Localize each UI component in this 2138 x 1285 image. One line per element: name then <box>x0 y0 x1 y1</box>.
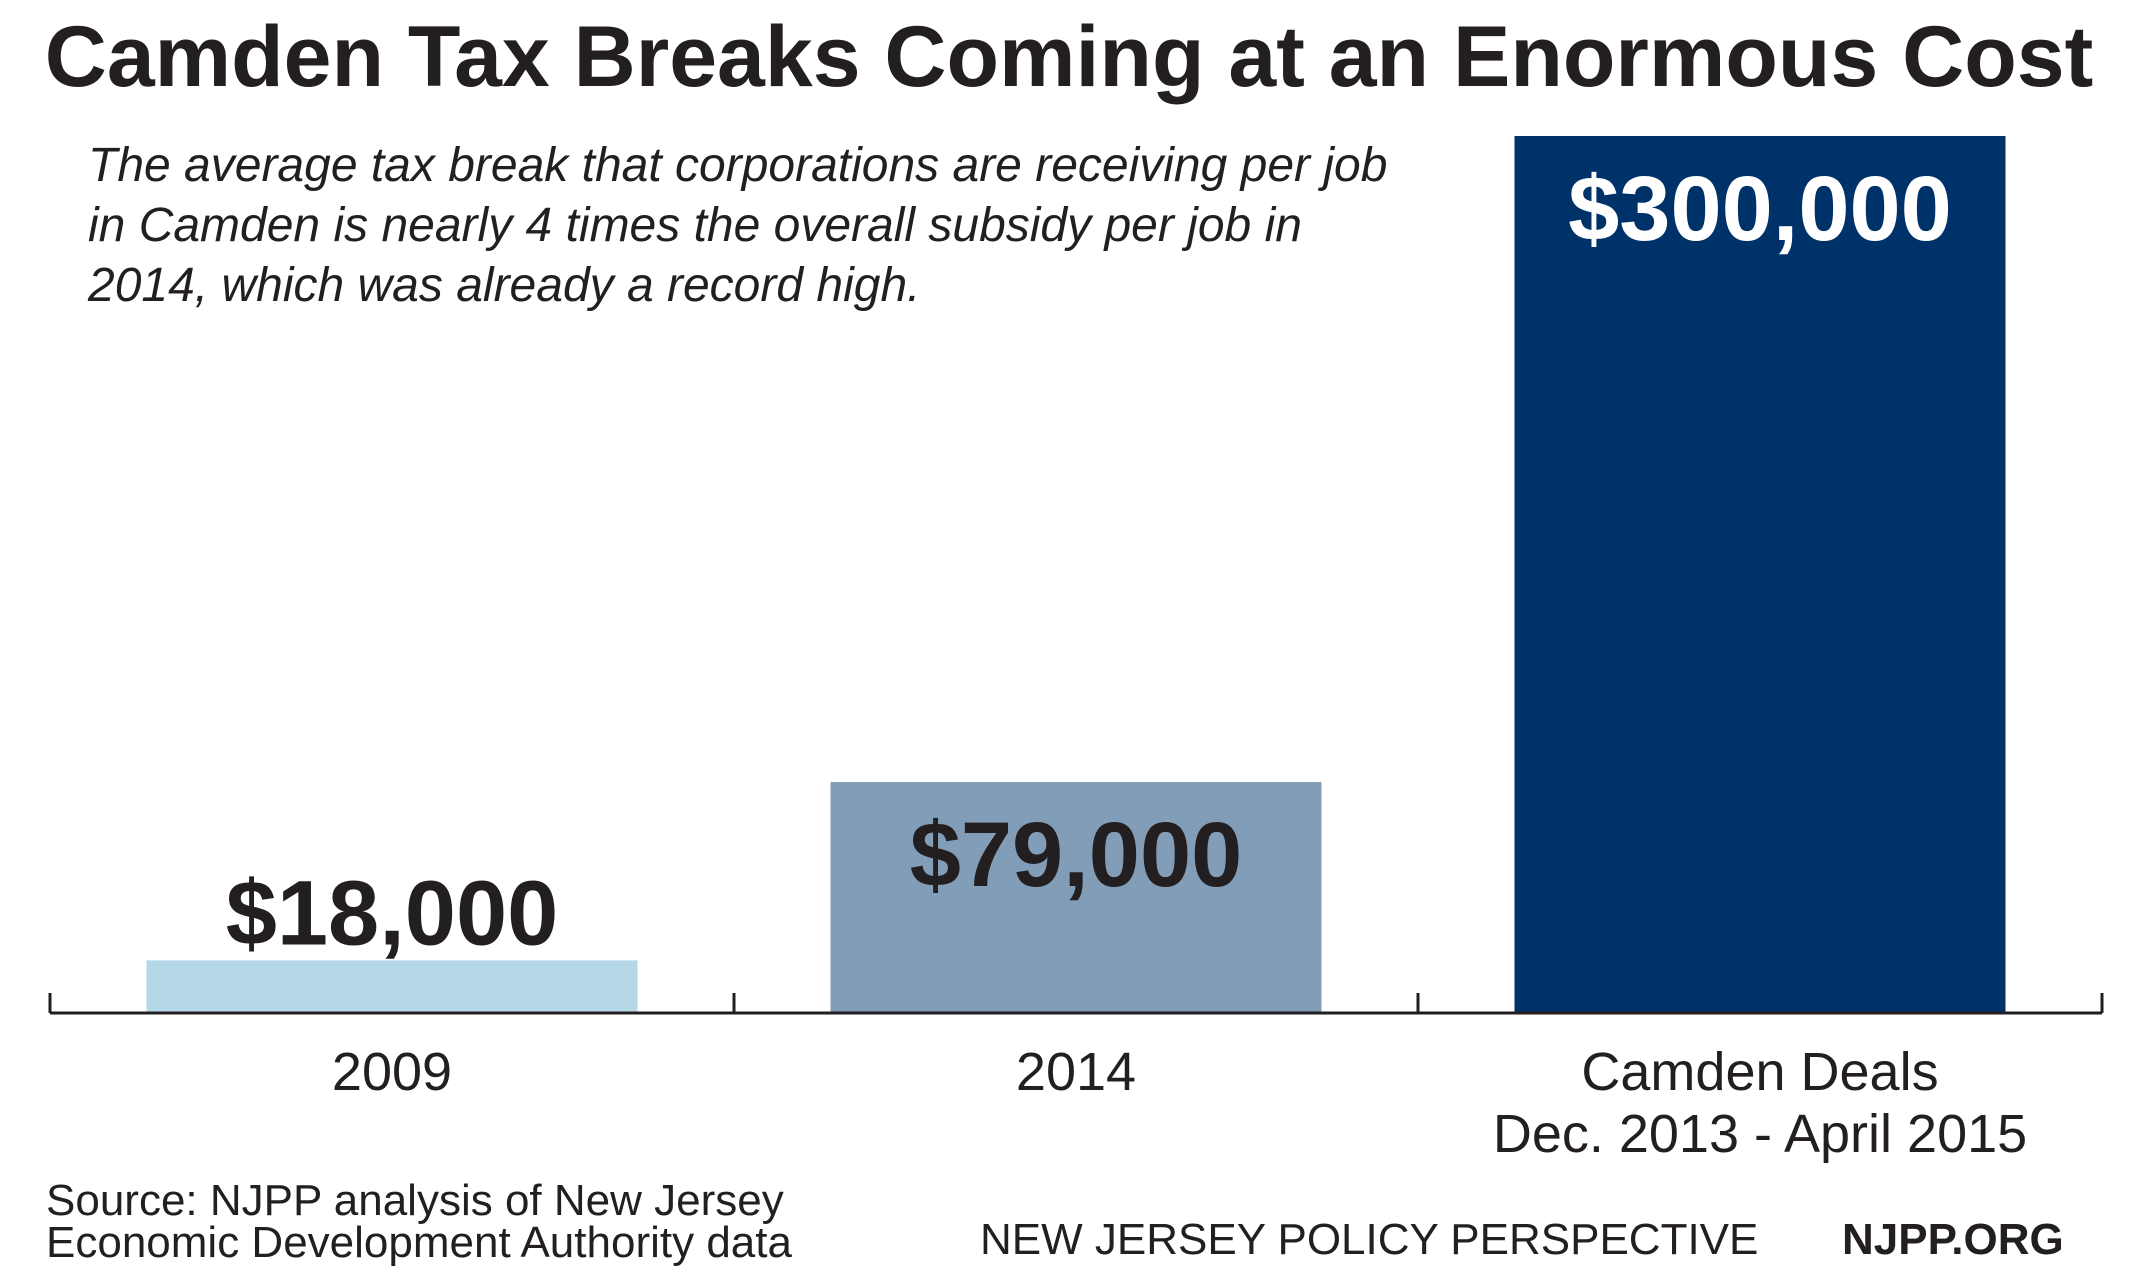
category-label: Camden Deals <box>1581 1042 1938 1102</box>
data-label: $18,000 <box>226 862 559 964</box>
bar <box>1514 136 2006 1013</box>
category-label: 2009 <box>332 1042 452 1102</box>
bar <box>830 782 1322 1013</box>
category-label: 2014 <box>1016 1042 1136 1102</box>
bars-layer <box>146 136 2006 1013</box>
bar <box>146 960 638 1013</box>
x-axis <box>48 993 2104 1015</box>
source-line: Source: NJPP analysis of New Jersey <box>46 1176 784 1225</box>
chart-title: Camden Tax Breaks Coming at an Enormous … <box>44 9 2094 105</box>
source-line: Economic Development Authority data <box>46 1218 792 1267</box>
organization-name: NEW JERSEY POLICY PERSPECTIVE <box>980 1215 1759 1264</box>
category-label: Dec. 2013 - April 2015 <box>1493 1104 2027 1164</box>
source-note: Source: NJPP analysis of New Jersey Econ… <box>46 1176 792 1267</box>
data-label: $300,000 <box>1568 158 1952 260</box>
organization-url: NJPP.ORG <box>1842 1215 2064 1264</box>
chart-subtitle: The average tax break that corporations … <box>88 139 1388 312</box>
data-labels-layer: $18,000 $79,000 $300,000 <box>226 158 1952 964</box>
data-label: $79,000 <box>910 804 1243 906</box>
